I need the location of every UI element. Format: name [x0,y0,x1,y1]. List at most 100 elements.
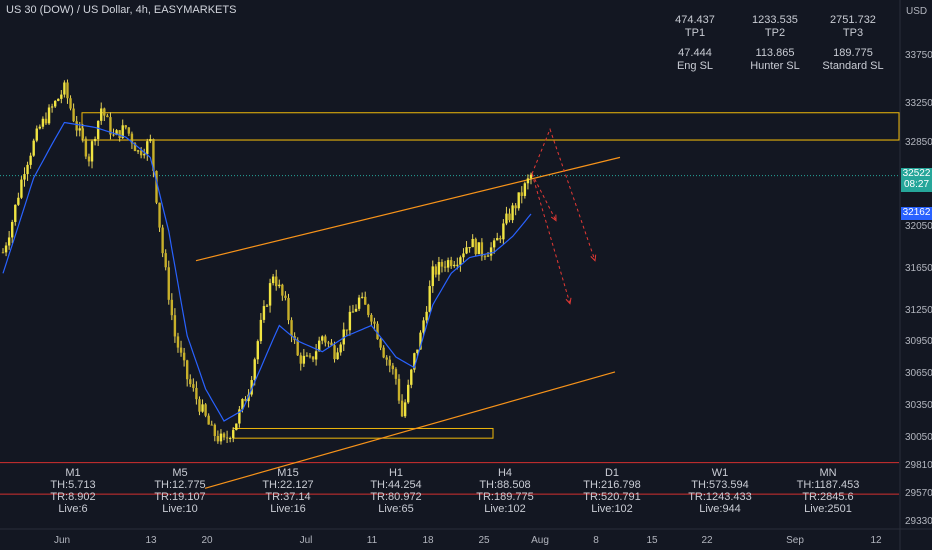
candle-body [271,276,275,284]
candle-body [60,94,63,99]
time-tick-label: 11 [367,535,378,546]
candle-body [250,380,253,395]
candle-body [204,404,207,416]
timeframe-name: M15 [277,467,299,479]
candle-body [502,223,505,240]
timeframe-live: Live:6 [58,503,88,515]
target-value: 1233.535 [752,14,798,26]
time-tick-label: 20 [201,535,213,546]
moving-average-line[interactable] [2,121,532,422]
target-value: 2751.732 [830,14,876,26]
candle-body [339,344,342,353]
candle-body [391,365,395,370]
candle-body [219,433,223,442]
stop-label: Hunter SL [750,60,800,72]
candle-body [63,82,66,95]
timeframe-tr: TR:8.902 [50,491,96,503]
candle-body [290,320,293,337]
candle-body [410,369,413,385]
candle-body [173,315,177,337]
candle-body [367,304,370,315]
time-tick-label: 18 [422,535,434,546]
price-tick-label: 32850 [905,137,932,148]
timeframe-th: TH:216.798 [583,479,641,491]
price-tick-label: 33750 [905,50,932,61]
projection-path[interactable] [531,173,571,304]
timeframe-tr: TR:37.14 [265,491,311,503]
candle-body [130,133,134,144]
candle-body [198,399,201,412]
candle-body [278,284,281,287]
candle-body [11,221,14,238]
candle-body [53,100,57,107]
timeframe-th: TH:12.775 [154,479,206,491]
candle-body [118,130,121,138]
stop-value: 113.865 [755,47,795,59]
candle-body [483,256,487,258]
support-zone[interactable] [232,427,494,439]
projection-arrowhead [590,254,597,262]
candle-body [87,156,91,162]
candle-body [225,437,229,439]
candle-body [164,253,167,268]
channel-lower-line[interactable] [204,371,616,489]
candle-body [72,108,75,122]
moving-average-price-tag[interactable]: 32162 [901,207,932,220]
timeframe-m15: M15 TH:22.127 TR:37.14 Live:16 [253,467,323,515]
candle-body [364,296,367,305]
candle-body [496,238,499,241]
timeframe-name: M5 [172,467,188,479]
candle-body [152,139,155,171]
timeframe-name: H4 [497,467,513,479]
candle-body [265,305,269,307]
projection-path[interactable] [531,173,557,221]
resistance-zone[interactable] [81,112,900,141]
time-tick-label: Aug [531,535,549,546]
candle-body [201,404,204,412]
candle-body [213,424,217,436]
candle-body [207,415,210,425]
candle-body [161,227,164,254]
candle-body [314,351,318,360]
moving-average-value: 32162 [902,207,931,218]
candle-body [26,164,29,175]
symbol-title[interactable]: US 30 (DOW) / US Dollar, 4h, EASYMARKETS [6,4,237,16]
candle-body [373,321,376,324]
projection-arrowhead [550,214,557,222]
candle-body [124,125,127,128]
candle-body [370,314,373,322]
candle-body [112,134,115,136]
candle-body [106,115,109,118]
candle-body [69,98,72,109]
candle-body [210,424,213,426]
candle-body [50,106,54,108]
candle-body [189,379,192,385]
timeframe-mn: MN TH:1187.453 TR:2845.6 Live:2501 [786,467,870,515]
candle-body [514,205,517,209]
candle-body [247,394,250,402]
stop-value: 189.775 [833,47,873,59]
price-tick-label: 29330 [905,516,932,527]
projection-path[interactable] [531,127,596,261]
candle-body [413,353,416,370]
candle-body [121,125,124,138]
timeframe-m5: M5 TH:12.775 TR:19.107 Live:10 [145,467,215,515]
candle-body [133,143,137,152]
timeframe-name: D1 [604,467,620,479]
candle-body [75,121,78,131]
timeframe-th: TH:88.508 [479,479,531,491]
candle-body [158,202,161,228]
candle-body [397,378,401,401]
candle-body [462,253,465,258]
candle-body [228,437,232,439]
candle-body [136,150,140,152]
time-tick-label: Jun [54,535,70,546]
candle-body [127,127,131,134]
current-price-tag[interactable]: 32522 08:27 [901,168,932,192]
timeframe-live: Live:10 [162,503,198,515]
candle-body [84,138,88,157]
candle-body [100,108,103,121]
channel-upper-line[interactable] [195,156,621,262]
candle-body [489,247,493,256]
